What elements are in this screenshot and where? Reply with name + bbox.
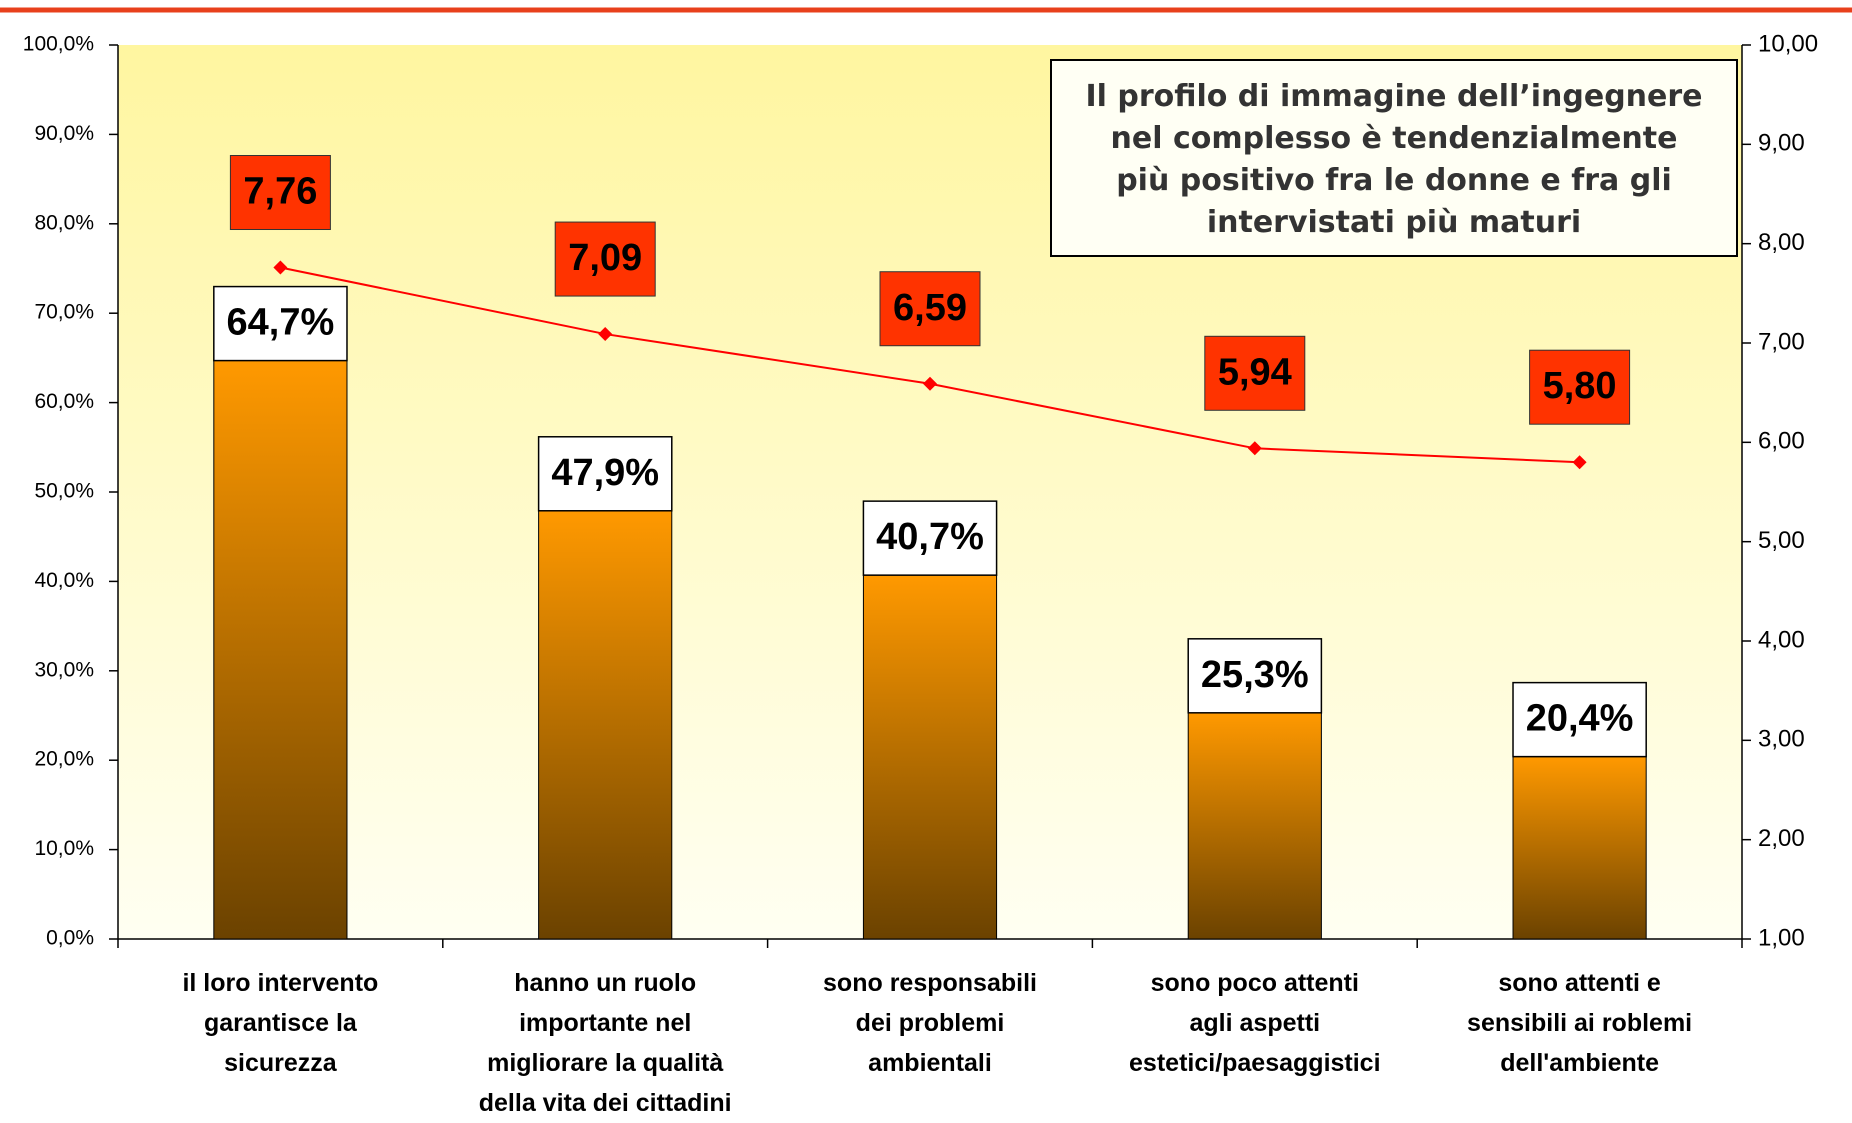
line-marker	[273, 260, 288, 275]
line-label-box	[229, 155, 331, 231]
bar-label: 20,4%	[1526, 698, 1634, 740]
bar-label: 64,7%	[227, 302, 335, 344]
bar	[1187, 712, 1322, 940]
bar-label-box	[537, 436, 673, 512]
bar	[538, 510, 673, 940]
bar-label: 47,9%	[551, 452, 659, 494]
y2-tick-label: 10,00	[1758, 30, 1818, 57]
line-label: 6,59	[893, 287, 967, 329]
y-tick-label: 30,0%	[34, 658, 94, 681]
line-label: 7,09	[568, 237, 642, 279]
bar-label-box	[1512, 681, 1647, 758]
line-label: 5,80	[1543, 365, 1617, 407]
y-tick-label: 40,0%	[34, 569, 94, 592]
line-label: 5,94	[1218, 351, 1292, 393]
y-tick-label: 100,0%	[23, 33, 94, 56]
line-marker	[598, 327, 613, 342]
annotation: Il profilo di immagine dell’ingegnere ne…	[1050, 59, 1738, 257]
line-label: 7,76	[243, 171, 317, 213]
y-tick-label: 60,0%	[34, 390, 94, 413]
y-tick-label: 10,0%	[34, 837, 94, 860]
y2-tick-label: 7,00	[1758, 328, 1805, 355]
bar-label-box	[862, 500, 998, 576]
x-tick-label: sono poco attenti agli aspetti estetici/…	[1129, 969, 1381, 1077]
bar-label-box	[213, 285, 348, 362]
line-marker	[923, 376, 937, 391]
x-tick-label: sono attenti e sensibili ai roblemi dell…	[1467, 969, 1693, 1077]
line-marker	[1572, 455, 1587, 470]
y-tick-label: 0,0%	[46, 927, 94, 950]
y2-tick-label: 2,00	[1758, 825, 1805, 852]
y-tick-label: 20,0%	[34, 748, 94, 771]
y2-tick-label: 1,00	[1758, 924, 1805, 951]
x-tick-label: hanno un ruolo importante nel migliorare…	[478, 969, 732, 1117]
y2-tick-label: 3,00	[1758, 726, 1805, 753]
line-label-box	[879, 271, 981, 347]
x-tick-label: sono responsabili dei problemi ambiental…	[823, 969, 1037, 1077]
y-tick-label: 90,0%	[34, 122, 94, 145]
line-label-box	[1204, 335, 1306, 411]
y-tick-label: 70,0%	[34, 301, 94, 324]
y2-tick-label: 4,00	[1758, 626, 1805, 653]
bar-label-box	[1187, 638, 1323, 714]
bar	[862, 574, 998, 940]
line-label-box	[554, 221, 656, 297]
bar	[1512, 756, 1647, 940]
bar-label: 25,3%	[1201, 654, 1309, 696]
y2-tick-label: 6,00	[1758, 428, 1805, 455]
y-tick-label: 80,0%	[34, 211, 94, 234]
y2-tick-label: 9,00	[1758, 130, 1805, 157]
y2-tick-label: 5,00	[1758, 527, 1805, 554]
bar-label: 40,7%	[876, 516, 984, 558]
line-label-box	[1529, 349, 1631, 425]
x-tick-label: il loro intervento garantisce la sicurez…	[182, 969, 379, 1077]
line-marker	[1247, 441, 1262, 456]
y2-tick-label: 8,00	[1758, 229, 1805, 256]
y-tick-label: 50,0%	[34, 480, 94, 503]
bar	[213, 360, 348, 940]
